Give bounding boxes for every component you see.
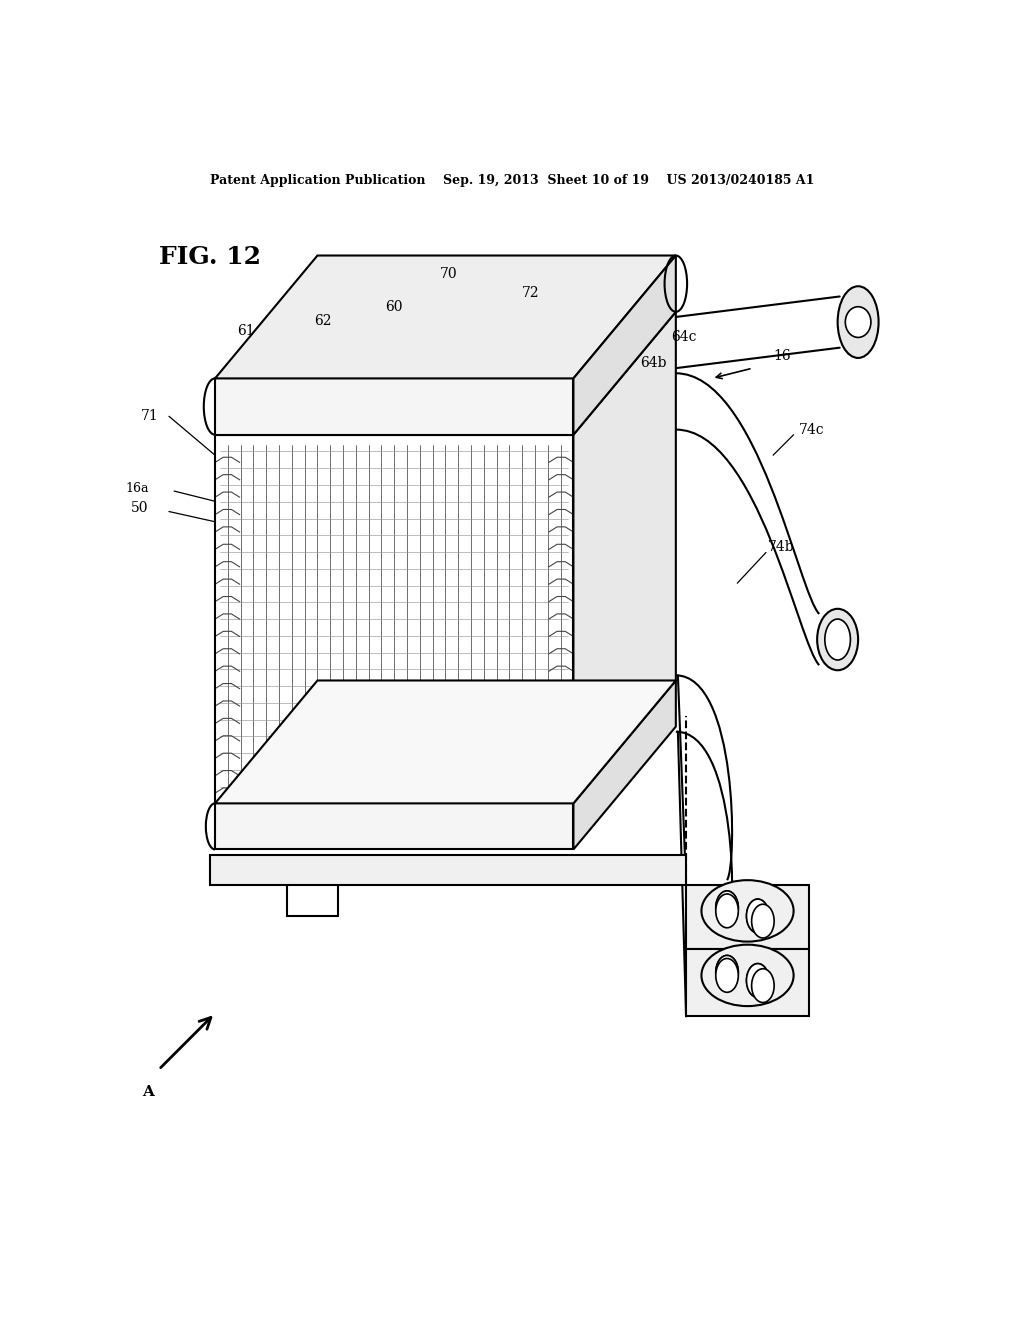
Text: 71: 71 bbox=[141, 409, 159, 424]
Ellipse shape bbox=[716, 956, 738, 989]
Ellipse shape bbox=[838, 286, 879, 358]
Polygon shape bbox=[573, 256, 676, 434]
Polygon shape bbox=[215, 379, 573, 434]
Text: A: A bbox=[142, 1085, 155, 1100]
Text: 64c: 64c bbox=[671, 330, 696, 345]
Ellipse shape bbox=[817, 609, 858, 671]
Ellipse shape bbox=[824, 619, 850, 660]
Ellipse shape bbox=[716, 958, 738, 993]
Ellipse shape bbox=[701, 945, 794, 1006]
Polygon shape bbox=[686, 949, 809, 1016]
Ellipse shape bbox=[752, 969, 774, 1002]
Polygon shape bbox=[215, 256, 676, 379]
Polygon shape bbox=[573, 681, 676, 850]
Ellipse shape bbox=[716, 891, 738, 925]
Text: 61: 61 bbox=[237, 325, 255, 338]
Text: 72: 72 bbox=[522, 285, 540, 300]
Text: 60: 60 bbox=[385, 300, 403, 314]
Text: 70: 70 bbox=[440, 267, 458, 281]
Ellipse shape bbox=[716, 894, 738, 928]
Polygon shape bbox=[215, 312, 676, 434]
Polygon shape bbox=[215, 681, 676, 804]
Text: 16a: 16a bbox=[125, 483, 148, 495]
Polygon shape bbox=[210, 854, 686, 886]
Ellipse shape bbox=[701, 880, 794, 941]
Polygon shape bbox=[215, 804, 573, 850]
Ellipse shape bbox=[752, 904, 774, 939]
Polygon shape bbox=[573, 312, 676, 804]
Text: 62: 62 bbox=[313, 314, 332, 327]
Polygon shape bbox=[686, 886, 809, 949]
Ellipse shape bbox=[746, 964, 769, 998]
Ellipse shape bbox=[746, 899, 769, 933]
Text: Patent Application Publication    Sep. 19, 2013  Sheet 10 of 19    US 2013/02401: Patent Application Publication Sep. 19, … bbox=[210, 174, 814, 186]
Text: 74c: 74c bbox=[799, 422, 824, 437]
Text: FIG. 12: FIG. 12 bbox=[159, 246, 261, 269]
Ellipse shape bbox=[845, 306, 870, 338]
Text: 64b: 64b bbox=[640, 356, 667, 370]
Text: 50: 50 bbox=[131, 502, 148, 515]
Text: 16: 16 bbox=[773, 348, 791, 363]
Text: 74b: 74b bbox=[768, 540, 795, 554]
